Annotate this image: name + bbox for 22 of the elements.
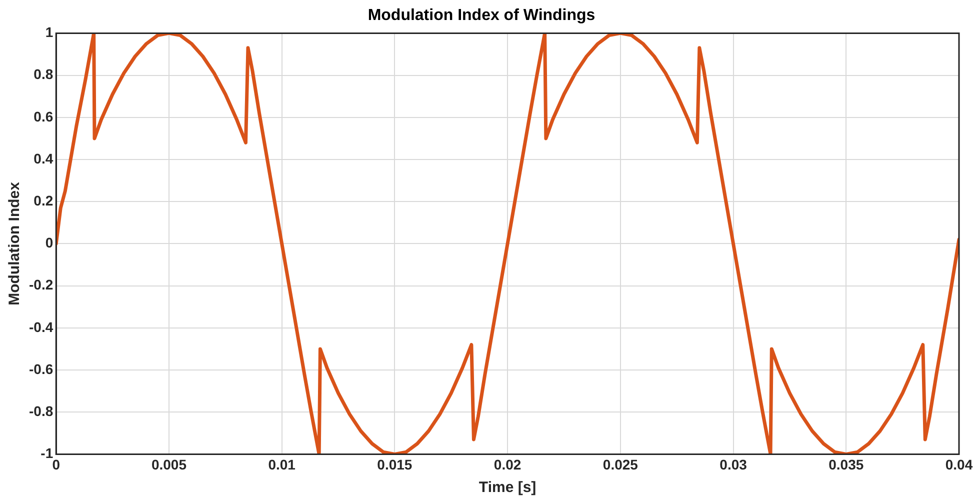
x-tick-label: 0.01 xyxy=(268,456,296,472)
x-axis-title: Time [s] xyxy=(478,479,536,496)
y-axis-title: Modulation Index xyxy=(6,181,24,306)
y-tick-label: 0 xyxy=(45,234,54,251)
y-tick-label: 1 xyxy=(45,24,54,40)
y-tick-label: -0.2 xyxy=(29,276,54,293)
y-tick-label: -0.6 xyxy=(29,360,54,377)
x-tick-label: 0.04 xyxy=(945,456,973,472)
y-tick-label: -0.8 xyxy=(29,402,54,419)
y-tick-label: -1 xyxy=(40,445,54,462)
y-tick-label: -0.4 xyxy=(29,318,54,335)
y-tick-label: 0.2 xyxy=(34,192,54,208)
chart-title: Modulation Index of Windings xyxy=(368,7,596,24)
y-tick-label: 0.6 xyxy=(34,108,54,124)
x-tick-label: 0.035 xyxy=(828,456,864,472)
x-tick-label: 0.005 xyxy=(151,456,187,472)
x-tick-label: 0.02 xyxy=(494,456,522,472)
x-tick-label: 0.025 xyxy=(602,456,638,472)
x-tick-label: 0.03 xyxy=(720,456,748,472)
y-tick-label: 0.8 xyxy=(34,66,54,82)
x-tick-label: 0.015 xyxy=(377,456,412,472)
y-tick-label: 0.4 xyxy=(34,150,54,166)
